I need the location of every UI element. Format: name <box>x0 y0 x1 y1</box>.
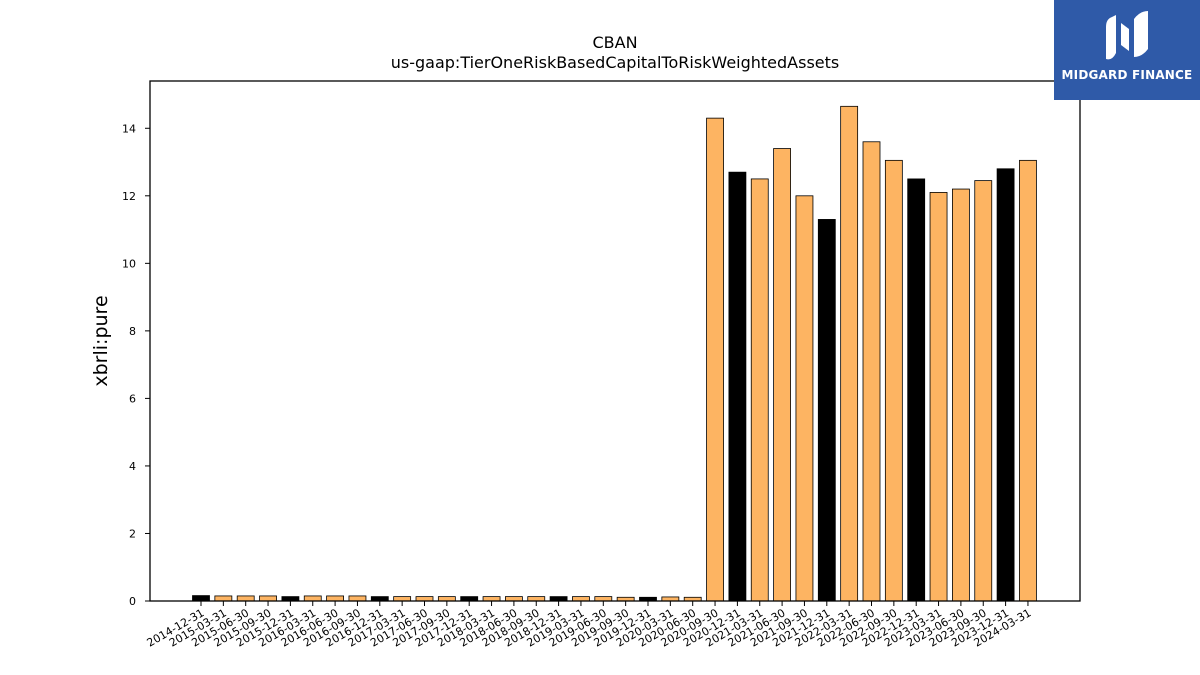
bar-2015-06-30 <box>236 595 255 602</box>
bar-2018-09-30 <box>527 596 546 602</box>
bar-2015-03-31 <box>214 595 233 602</box>
bar-2019-03-31 <box>572 596 590 602</box>
bar-2017-12-31 <box>460 596 479 602</box>
bar-2017-03-31 <box>393 596 412 602</box>
bar-2019-06-30 <box>594 596 613 602</box>
bar-2022-09-30 <box>884 159 903 602</box>
bar-2017-09-30 <box>437 596 456 602</box>
y-tick-label: 2 <box>129 527 136 540</box>
bar-2021-09-30 <box>795 195 814 602</box>
bar-2016-09-30 <box>348 595 367 602</box>
bar-2021-12-31 <box>817 219 836 602</box>
bar-2018-12-31 <box>549 596 568 602</box>
y-axis-label: xbrli:pure <box>90 295 112 386</box>
y-tick-label: 8 <box>129 325 136 338</box>
bar-2023-09-30 <box>974 180 993 602</box>
bar-2020-09-30 <box>706 117 724 602</box>
bar-2018-03-31 <box>482 596 501 602</box>
brand-name: MIDGARD FINANCE <box>1061 68 1193 82</box>
y-tick-label: 14 <box>122 122 136 135</box>
bar-2022-12-31 <box>907 178 926 602</box>
x-axis-ticks: 2014-12-312015-03-312015-06-302015-09-30… <box>145 601 1033 650</box>
chart-subtitle: us-gaap:TierOneRiskBasedCapitalToRiskWei… <box>391 53 840 72</box>
y-tick-label: 12 <box>122 190 136 203</box>
bar-2015-12-31 <box>281 596 300 602</box>
bar-2022-03-31 <box>840 105 859 602</box>
brand-logo: MIDGARD FINANCE <box>1054 0 1200 100</box>
bar-2023-06-30 <box>952 188 970 602</box>
bar-2018-06-30 <box>504 596 523 602</box>
plot-frame <box>149 80 1081 602</box>
bar-2022-06-30 <box>862 141 881 602</box>
bar-2015-09-30 <box>259 595 277 602</box>
midgard-logo-icon <box>1106 11 1148 60</box>
bar-2017-06-30 <box>415 596 434 602</box>
bar-2023-12-31 <box>996 168 1015 602</box>
bar-2021-06-30 <box>773 148 791 602</box>
y-tick-label: 4 <box>129 460 136 473</box>
bar-2021-03-31 <box>750 178 769 602</box>
bar-2014-12-31 <box>192 595 210 602</box>
y-tick-label: 6 <box>129 392 136 405</box>
bar-2016-06-30 <box>326 595 345 602</box>
bar-2023-03-31 <box>929 192 948 602</box>
bar-2016-12-31 <box>370 596 389 602</box>
y-tick-label: 10 <box>122 257 136 270</box>
y-axis-ticks: 0 2 4 6 8 10 12 14 <box>122 122 150 608</box>
chart-title: CBAN <box>592 33 637 52</box>
bar-2020-12-31 <box>728 171 747 602</box>
bar-2016-03-31 <box>303 595 322 602</box>
bars-group <box>192 105 1037 602</box>
y-tick-label: 0 <box>129 595 136 608</box>
bar-2024-03-31 <box>1019 159 1037 602</box>
